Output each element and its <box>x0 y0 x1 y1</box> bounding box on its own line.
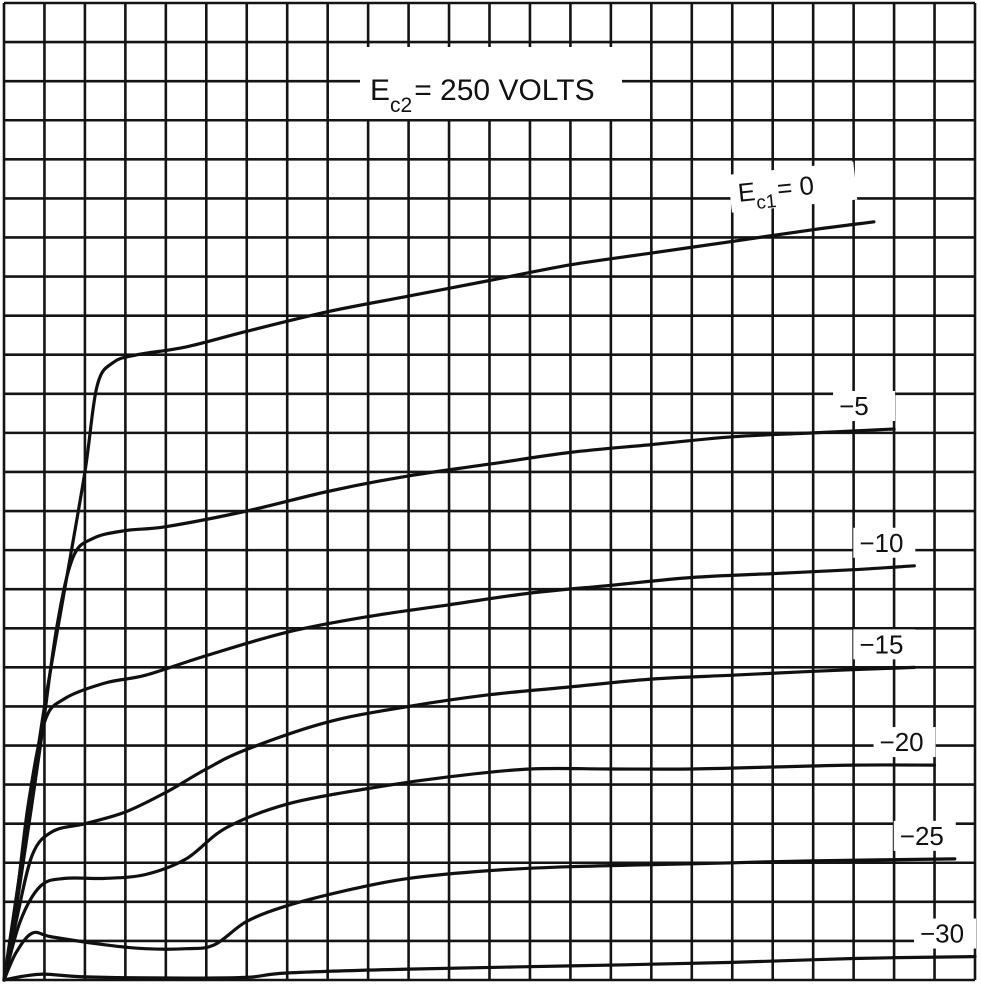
chart-title-rest: = 250 VOLTS <box>414 74 594 107</box>
curve-label-text-5: −25 <box>900 821 944 851</box>
curve-series-2 <box>2 564 916 982</box>
curve-series-4 <box>2 763 937 982</box>
chart-title: Ec2= 250 VOLTS <box>360 47 622 119</box>
curve-label-background <box>833 390 896 421</box>
chart-title-text: Ec2= 250 VOLTS <box>370 74 595 117</box>
curve-label-5: −25 <box>893 820 956 851</box>
curve-label-background <box>853 629 916 660</box>
curve-label-prefix: E <box>736 176 756 208</box>
curve-label-text-1: −5 <box>839 391 869 421</box>
curve-label-rest: = 0 <box>776 170 816 204</box>
curve-label-1: −5 <box>833 390 896 421</box>
curve-label-background <box>893 820 956 851</box>
curve-label-background <box>914 918 976 949</box>
curve-label-3: −15 <box>853 629 916 660</box>
curve-label-text-3: −15 <box>859 629 903 659</box>
curve-label-text-4: −20 <box>880 727 924 757</box>
curve-label-6: −30 <box>914 918 976 949</box>
chart-curves <box>2 220 977 982</box>
curve-label-4: −20 <box>873 727 936 758</box>
chart-title-subscript: c2 <box>390 94 412 117</box>
curve-label-text-0: Ec1= 0 <box>736 170 816 216</box>
curve-series-1 <box>2 427 896 982</box>
curve-label-0: Ec1= 0 <box>727 161 858 216</box>
curve-label-text-6: −30 <box>920 919 964 949</box>
curve-label-background <box>873 727 936 758</box>
curve-label-subscript: c1 <box>755 191 777 214</box>
chart-title-prefix: E <box>370 74 390 107</box>
curve-series-5 <box>2 857 957 982</box>
curve-label-2: −10 <box>853 527 916 558</box>
curve-label-text-2: −10 <box>859 528 903 558</box>
curve-series-3 <box>2 665 916 982</box>
curve-label-background <box>727 161 858 213</box>
curve-label-background <box>853 527 916 558</box>
chart-title-background <box>360 47 622 119</box>
curve-series-6 <box>2 955 977 982</box>
chart-labels: Ec1= 0 −5 −10 −15 −20 −25 −30 <box>727 161 976 949</box>
